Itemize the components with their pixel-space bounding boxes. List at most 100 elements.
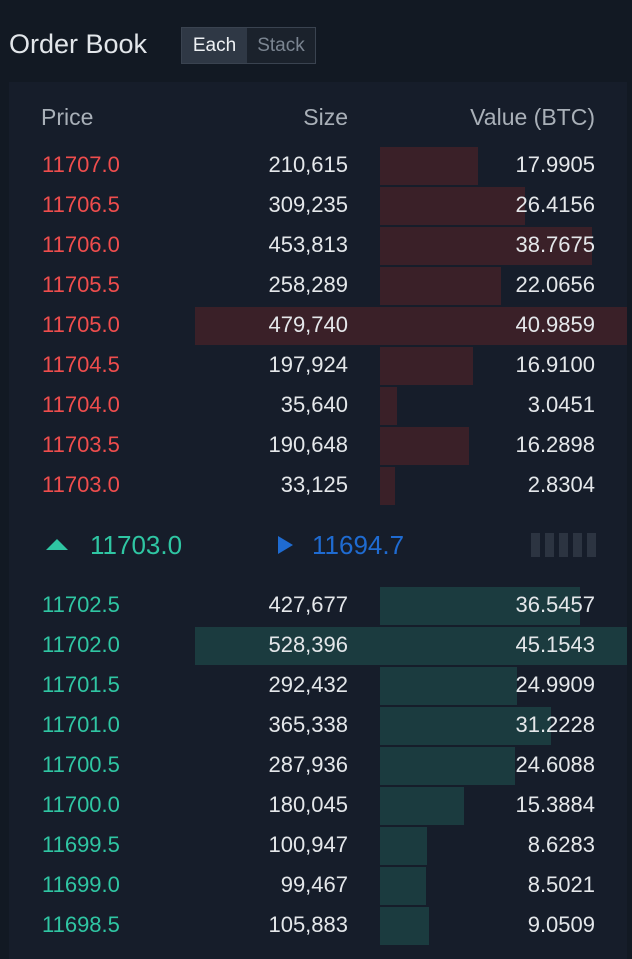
bid-price[interactable]: 11702.5	[42, 592, 120, 617]
ask-value: 3.0451	[527, 392, 595, 417]
bid-row[interactable]: 11702.0 528,396 45.1543	[0, 625, 632, 665]
ask-price[interactable]: 11707.0	[42, 152, 120, 177]
ask-value: 38.7675	[515, 232, 595, 257]
bid-value: 24.9909	[515, 672, 595, 697]
ask-size: 479,740	[268, 312, 348, 337]
ask-row[interactable]: 11705.0 479,740 40.9859	[0, 305, 632, 345]
bid-size: 99,467	[280, 872, 348, 897]
bid-value: 8.5021	[527, 872, 595, 897]
bid-row[interactable]: 11699.5 100,947 8.6283	[0, 825, 632, 865]
ask-size-bar	[380, 347, 473, 385]
bid-size-bar	[380, 827, 427, 865]
ask-price[interactable]: 11705.5	[42, 272, 120, 297]
depth-bar-icon	[531, 533, 540, 557]
ask-size-bar	[380, 227, 592, 265]
ask-size: 210,615	[268, 152, 348, 177]
bid-value: 24.6088	[515, 752, 595, 777]
ask-price[interactable]: 11706.5	[42, 192, 120, 217]
bid-size: 528,396	[268, 632, 348, 657]
ask-size-bar	[380, 187, 525, 225]
bid-size: 105,883	[268, 912, 348, 937]
ask-row[interactable]: 11703.0 33,125 2.8304	[0, 465, 632, 505]
ask-price[interactable]: 11704.5	[42, 352, 120, 377]
ask-size: 197,924	[268, 352, 348, 377]
depth-bar-icon	[573, 533, 582, 557]
bid-row[interactable]: 11700.5 287,936 24.6088	[0, 745, 632, 785]
ask-price[interactable]: 11706.0	[42, 232, 120, 257]
ask-price[interactable]: 11703.0	[42, 472, 120, 497]
depth-bar-icon	[587, 533, 596, 557]
bid-value: 45.1543	[515, 632, 595, 657]
bid-value: 31.2228	[515, 712, 595, 737]
ask-value: 16.9100	[515, 352, 595, 377]
bid-price[interactable]: 11698.5	[42, 912, 120, 937]
ask-row[interactable]: 11703.5 190,648 16.2898	[0, 425, 632, 465]
ask-size-bar	[195, 307, 627, 345]
page-title: Order Book	[9, 29, 148, 59]
last-price: 11703.0	[90, 530, 183, 560]
ask-size: 258,289	[268, 272, 348, 297]
bid-size-bar	[195, 627, 627, 665]
bid-row[interactable]: 11701.0 365,338 31.2228	[0, 705, 632, 745]
bid-row[interactable]: 11702.5 427,677 36.5457	[0, 585, 632, 625]
up-arrow-icon	[46, 539, 68, 550]
value-column-header: Value (BTC)	[470, 104, 595, 130]
ask-row[interactable]: 11705.5 258,289 22.0656	[0, 265, 632, 305]
ask-row[interactable]: 11704.5 197,924 16.9100	[0, 345, 632, 385]
size-column-header: Size	[303, 104, 348, 130]
bid-price[interactable]: 11699.0	[42, 872, 120, 897]
each-toggle-button[interactable]: Each	[182, 28, 247, 63]
bid-price[interactable]: 11701.0	[42, 712, 120, 737]
ask-size-bar	[380, 467, 395, 505]
bid-value: 15.3884	[515, 792, 595, 817]
bid-size-bar	[380, 787, 464, 825]
ask-value: 40.9859	[515, 312, 595, 337]
ask-row[interactable]: 11707.0 210,615 17.9905	[0, 145, 632, 185]
order-book-header: Order Book Each Stack	[0, 0, 632, 82]
bid-price[interactable]: 11701.5	[42, 672, 120, 697]
bid-value: 36.5457	[515, 592, 595, 617]
ask-size: 190,648	[268, 432, 348, 457]
depth-bar-icon	[559, 533, 568, 557]
bid-size: 365,338	[268, 712, 348, 737]
ask-value: 17.9905	[515, 152, 595, 177]
ask-value: 2.8304	[527, 472, 595, 497]
bid-price[interactable]: 11699.5	[42, 832, 120, 857]
bid-price[interactable]: 11702.0	[42, 632, 120, 657]
ask-value: 16.2898	[515, 432, 595, 457]
flag-icon	[278, 536, 293, 554]
ask-row[interactable]: 11706.0 453,813 38.7675	[0, 225, 632, 265]
bid-size: 287,936	[268, 752, 348, 777]
ask-price[interactable]: 11705.0	[42, 312, 120, 337]
ask-size-bar	[380, 387, 397, 425]
bid-value: 8.6283	[527, 832, 595, 857]
bid-price[interactable]: 11700.5	[42, 752, 120, 777]
ask-price[interactable]: 11704.0	[42, 392, 120, 417]
bid-size-bar	[380, 587, 580, 625]
ask-size: 33,125	[280, 472, 348, 497]
ask-row[interactable]: 11704.0 35,640 3.0451	[0, 385, 632, 425]
spread-row: 11703.0 11694.7	[0, 520, 632, 570]
ask-size-bar	[380, 427, 469, 465]
ask-row[interactable]: 11706.5 309,235 26.4156	[0, 185, 632, 225]
depth-grouping-icon[interactable]	[531, 533, 597, 557]
bid-row[interactable]: 11699.0 99,467 8.5021	[0, 865, 632, 905]
bid-size: 292,432	[268, 672, 348, 697]
view-mode-toggle: Each Stack	[181, 27, 316, 64]
bid-size: 427,677	[268, 592, 348, 617]
bid-row[interactable]: 11701.5 292,432 24.9909	[0, 665, 632, 705]
bid-size-bar	[380, 707, 551, 745]
bid-row[interactable]: 11698.5 105,883 9.0509	[0, 905, 632, 945]
stack-toggle-button[interactable]: Stack	[257, 34, 305, 56]
mark-price: 11694.7	[312, 530, 405, 560]
ask-size: 309,235	[268, 192, 348, 217]
bid-row[interactable]: 11700.0 180,045 15.3884	[0, 785, 632, 825]
bid-size-bar	[380, 907, 429, 945]
bid-price[interactable]: 11700.0	[42, 792, 120, 817]
ask-price[interactable]: 11703.5	[42, 432, 120, 457]
ask-value: 22.0656	[515, 272, 595, 297]
depth-bar-icon	[545, 533, 554, 557]
bid-size-bar	[380, 747, 515, 785]
ask-size: 453,813	[268, 232, 348, 257]
bid-size-bar	[380, 667, 517, 705]
